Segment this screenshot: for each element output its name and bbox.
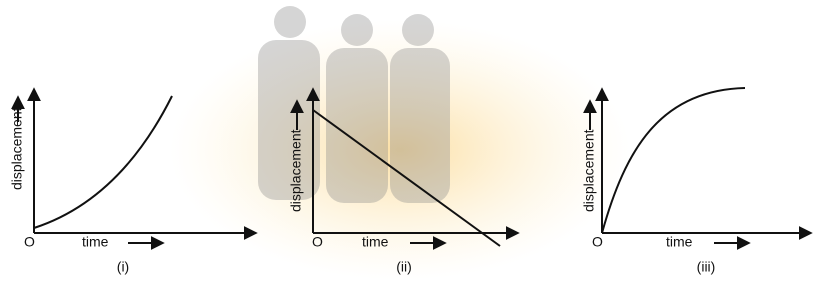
caption: (i) [117,259,129,275]
origin-label: O [312,234,323,250]
x-label: time [82,234,109,250]
diagram: displacement O time (i) displacement O t… [0,0,814,284]
y-label: displacement [288,129,304,212]
caption: (ii) [396,259,412,275]
y-label: displacement [581,129,597,212]
x-label: time [666,234,693,250]
origin-label: O [592,234,603,250]
x-label: time [362,234,389,250]
curve [34,96,172,228]
y-label: displacement [9,107,25,190]
watermark [170,6,630,280]
origin-label: O [24,234,35,250]
caption: (iii) [697,259,716,275]
